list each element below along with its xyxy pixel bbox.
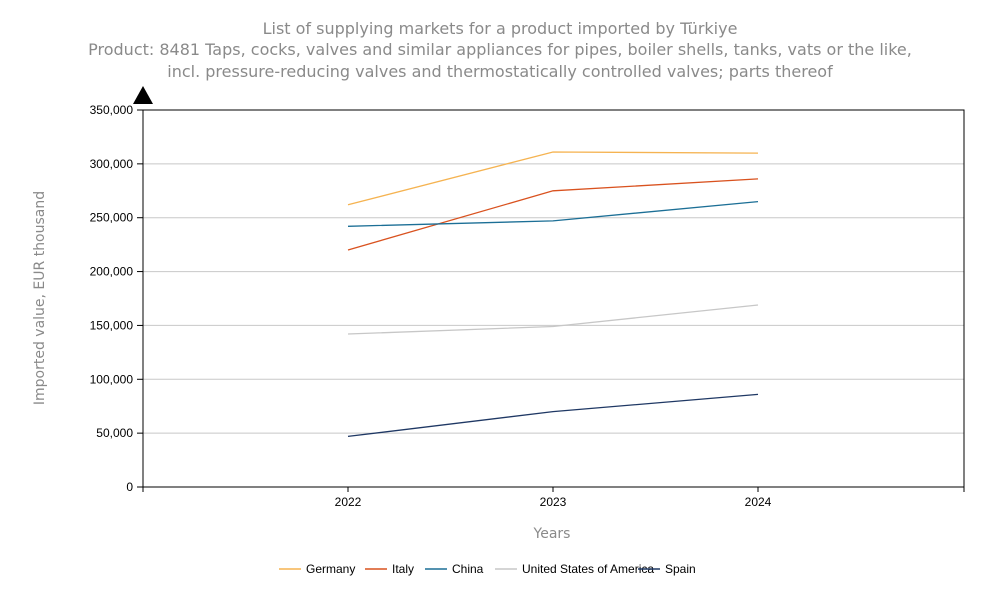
y-axis-ticks: 0 50,000 100,000 150,000 200,000 250,000 300,0…	[90, 103, 143, 494]
y-tick-label: 150,000	[90, 318, 134, 332]
chart-title-line-1: List of supplying markets for a product …	[263, 19, 738, 38]
y-tick-label: 100,000	[90, 372, 134, 386]
legend: Germany Italy China United States of Americ…	[279, 562, 696, 576]
legend-item: China	[425, 562, 484, 576]
series-line-china	[347, 200, 759, 227]
series-line-germany	[347, 151, 759, 206]
legend-label: Germany	[306, 562, 355, 576]
y-axis-title: Imported value, EUR thousand	[32, 191, 48, 405]
y-tick-label: 50,000	[96, 426, 133, 440]
legend-label: Spain	[665, 562, 696, 576]
gridlines	[143, 163, 964, 434]
y-tick-label: 250,000	[90, 211, 134, 225]
y-tick-label: 0	[126, 480, 133, 494]
legend-label: United States of America	[522, 562, 654, 576]
x-tick-label: 2022	[335, 495, 362, 509]
series-line-italy	[347, 178, 759, 251]
series-line-united-states-of-america	[347, 304, 759, 335]
legend-label: Italy	[392, 562, 414, 576]
legend-item: Spain	[638, 562, 696, 576]
y-axis-arrow	[133, 86, 153, 104]
plot-area-border	[142, 109, 965, 488]
legend-item: Italy	[365, 562, 414, 576]
x-axis-ticks: 2022 2023 2024	[142, 487, 965, 509]
y-tick-label: 200,000	[90, 265, 134, 279]
legend-item: United States of America	[495, 562, 654, 576]
x-tick-label: 2024	[745, 495, 772, 509]
series-line-spain	[347, 393, 759, 438]
y-tick-label: 300,000	[90, 157, 134, 171]
legend-item: Germany	[279, 562, 355, 576]
x-tick-label: 2023	[540, 495, 567, 509]
chart-title-line-3: incl. pressure-reducing valves and therm…	[167, 62, 833, 81]
y-tick-label: 350,000	[90, 103, 134, 117]
x-axis-title: Years	[533, 526, 571, 542]
series-lines	[347, 151, 759, 438]
chart-title-line-2: Product: 8481 Taps, cocks, valves and si…	[88, 40, 912, 59]
legend-label: China	[452, 562, 484, 576]
